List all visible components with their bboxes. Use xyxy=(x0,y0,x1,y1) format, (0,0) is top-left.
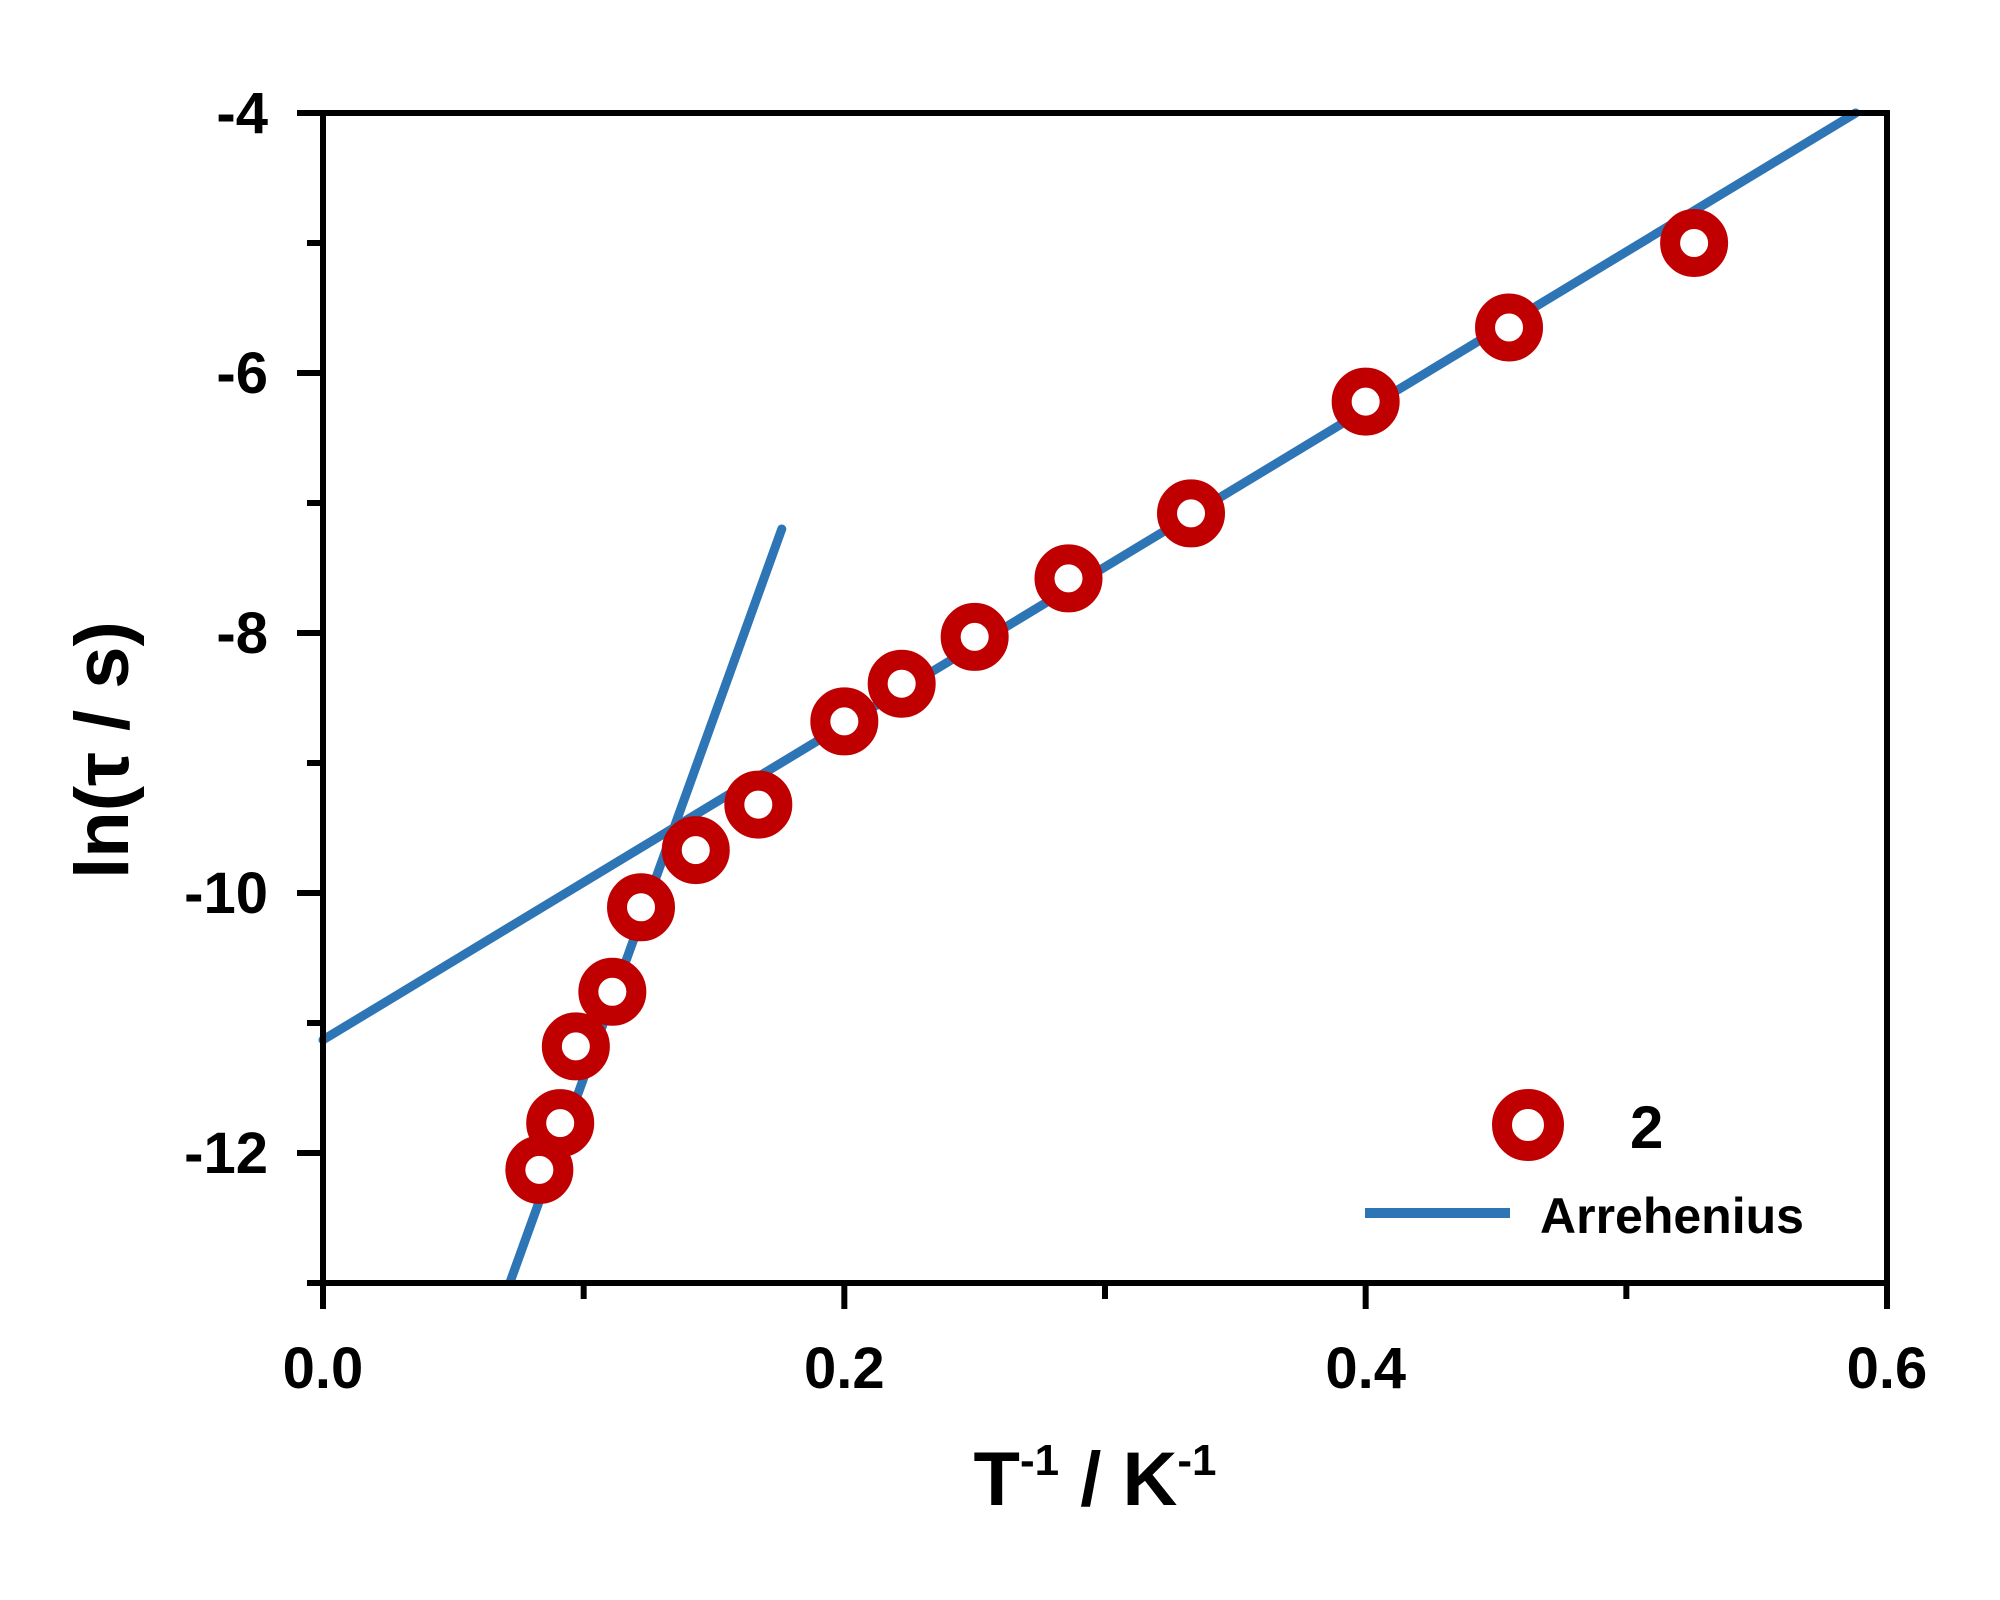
data-point xyxy=(724,770,793,839)
data-point xyxy=(1157,479,1226,548)
y-axis-label: ln(τ / s) xyxy=(60,621,145,879)
y-tick-label: -8 xyxy=(216,601,268,666)
legend-marker-scatter xyxy=(1492,1089,1564,1161)
data-point xyxy=(940,602,1009,671)
x-tick-label: 0.4 xyxy=(1325,1336,1406,1401)
data-point xyxy=(541,1012,610,1081)
legend-label-scatter: 2 xyxy=(1630,1094,1663,1161)
data-point xyxy=(1660,209,1729,277)
legend-label-line: Arrehenius xyxy=(1540,1188,1804,1244)
data-point xyxy=(578,957,647,1026)
data-point xyxy=(607,873,676,942)
x-axis-label: T-1 / K-1 xyxy=(974,1436,1217,1522)
x-tick-label: 0.2 xyxy=(804,1336,885,1401)
data-point xyxy=(1034,544,1103,613)
tick-labels: 0.0 0.2 0.4 0.6 -4 -6 -8 -10 -12 xyxy=(184,81,1927,1401)
data-point xyxy=(1475,293,1544,362)
plot-frame xyxy=(320,110,1890,1286)
data-point xyxy=(810,687,879,756)
y-tick-label: -10 xyxy=(184,861,268,926)
y-tick-label: -12 xyxy=(184,1121,268,1186)
data-point xyxy=(526,1089,595,1158)
data-point xyxy=(661,816,730,885)
data-point xyxy=(867,649,936,718)
data-points xyxy=(505,209,1729,1204)
x-tick-label: 0.0 xyxy=(283,1336,364,1401)
y-tick-label: -4 xyxy=(216,81,268,146)
data-point xyxy=(1331,367,1400,436)
y-tick-label: -6 xyxy=(216,341,268,406)
legend: 2 Arrehenius xyxy=(1365,1089,1804,1244)
x-tick-label: 0.6 xyxy=(1847,1336,1928,1401)
